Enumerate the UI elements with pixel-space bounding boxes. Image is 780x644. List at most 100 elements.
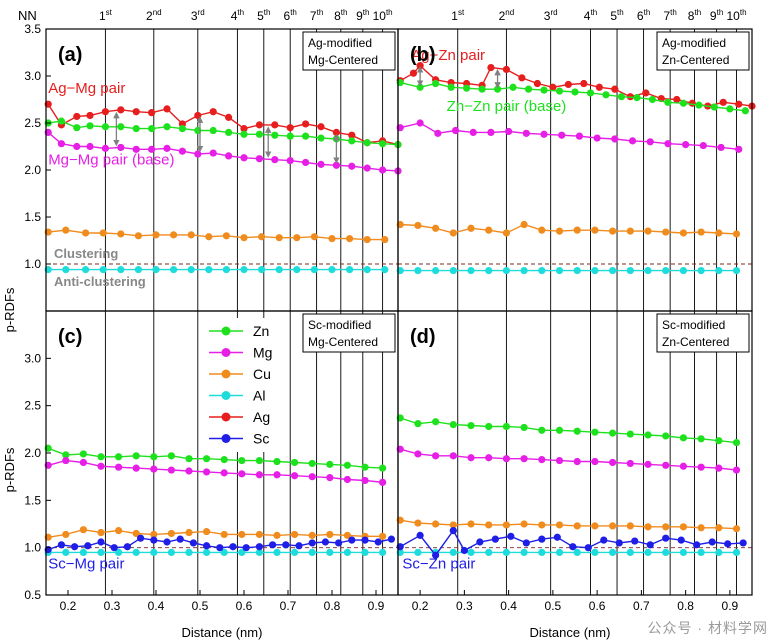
data-point-cu (255, 530, 263, 539)
data-point-cu (79, 526, 87, 534)
data-point-sc (361, 536, 369, 544)
data-point-sc (724, 540, 732, 548)
data-point-al (291, 548, 299, 557)
data-point-zn (343, 461, 351, 469)
data-point-zn (609, 429, 617, 437)
data-point-mg (379, 478, 387, 486)
data-point-mg (273, 471, 281, 479)
info-box-line: Mg-Centered (308, 335, 378, 349)
legend-swatch-marker (221, 348, 231, 357)
data-point-sc (176, 535, 184, 543)
data-point-mg (573, 457, 581, 466)
data-point-al (62, 266, 70, 274)
data-point-zn (414, 420, 422, 428)
x-tick-label: 0.4 (500, 599, 517, 613)
shell-label: 7th (310, 8, 323, 23)
panel-frame (45, 28, 399, 312)
legend-entry: Mg (253, 345, 272, 361)
info-box-line: Mg-Centered (308, 53, 378, 67)
data-point-zn (57, 117, 65, 125)
data-point-mg (735, 145, 743, 153)
x-tick-label: 0.7 (280, 599, 297, 613)
data-point-ag (688, 99, 696, 107)
data-point-mg (308, 473, 316, 481)
data-point-cu (346, 235, 354, 243)
data-point-cu (363, 235, 371, 244)
data-point-mg (449, 452, 457, 460)
data-point-al (609, 548, 617, 557)
data-point-zn (178, 125, 186, 133)
data-point-zn (361, 463, 369, 471)
data-point-cu (170, 231, 178, 239)
pair-annotation: Sc−Mg pair (48, 555, 124, 572)
data-point-ag (580, 79, 588, 88)
data-point-al (449, 548, 457, 557)
data-point-mg (611, 135, 619, 143)
y-tick-label: 0.5 (24, 588, 41, 602)
data-point-cu (328, 235, 336, 243)
data-point-al (715, 548, 723, 557)
data-point-cu (449, 521, 457, 529)
data-point-mg (317, 160, 325, 168)
data-point-ag (101, 108, 109, 116)
data-point-sc (335, 539, 343, 547)
data-point-ag (533, 79, 541, 88)
data-point-sc (137, 534, 145, 542)
x-tick-label: 0.8 (324, 599, 341, 613)
data-point-zn (132, 125, 140, 133)
data-point-ag (240, 125, 248, 133)
data-point-sc (255, 543, 263, 551)
data-point-mg (255, 471, 263, 479)
data-point-zn (715, 437, 723, 445)
data-point-mg (540, 130, 548, 138)
data-point-al (679, 548, 688, 557)
data-point-zn (86, 122, 94, 130)
shell-label: 1st (451, 8, 465, 23)
data-point-al (150, 548, 158, 557)
data-point-al (591, 266, 599, 275)
data-point-cu (343, 531, 351, 539)
data-point-cu (502, 229, 511, 237)
data-point-sc (491, 535, 499, 543)
info-box-line: Zn-Centered (662, 53, 729, 67)
legend-entry: Al (253, 388, 265, 404)
data-point-mg (555, 456, 564, 465)
data-point-cu (432, 520, 440, 528)
info-box-line: Sc-modified (662, 318, 725, 332)
data-point-cu (381, 235, 389, 244)
data-point-cu (132, 529, 140, 538)
data-point-zn (255, 456, 263, 465)
data-point-ag (73, 112, 81, 121)
shell-label: 4th (584, 8, 597, 23)
data-point-cu (715, 229, 723, 237)
data-point-al (644, 266, 652, 275)
data-point-mg (117, 143, 125, 152)
data-point-sc (646, 541, 654, 549)
data-point-mg (591, 457, 599, 466)
data-point-al (502, 548, 511, 557)
shell-label: 10th (373, 8, 393, 23)
data-point-mg (225, 152, 233, 160)
data-point-zn (573, 427, 581, 435)
panel-label: (c) (58, 326, 82, 348)
x-tick-label: 0.6 (589, 599, 606, 613)
data-point-cu (538, 521, 546, 529)
data-point-zn (379, 140, 387, 148)
data-point-zn (478, 85, 486, 93)
data-point-zn (203, 455, 211, 463)
data-point-cu (150, 530, 158, 539)
shell-label: 4th (231, 8, 244, 23)
data-point-zn (185, 455, 193, 463)
data-point-sc (615, 539, 623, 547)
data-point-mg (593, 134, 601, 142)
data-point-cu (185, 528, 193, 537)
data-point-al (520, 266, 528, 275)
data-point-al (573, 266, 581, 275)
data-point-zn (167, 452, 175, 460)
data-point-mg (163, 144, 171, 152)
data-point-zn (302, 132, 310, 140)
data-point-cu (187, 231, 195, 239)
data-point-zn (540, 86, 548, 94)
data-point-mg (414, 450, 422, 458)
data-point-cu (697, 524, 705, 532)
